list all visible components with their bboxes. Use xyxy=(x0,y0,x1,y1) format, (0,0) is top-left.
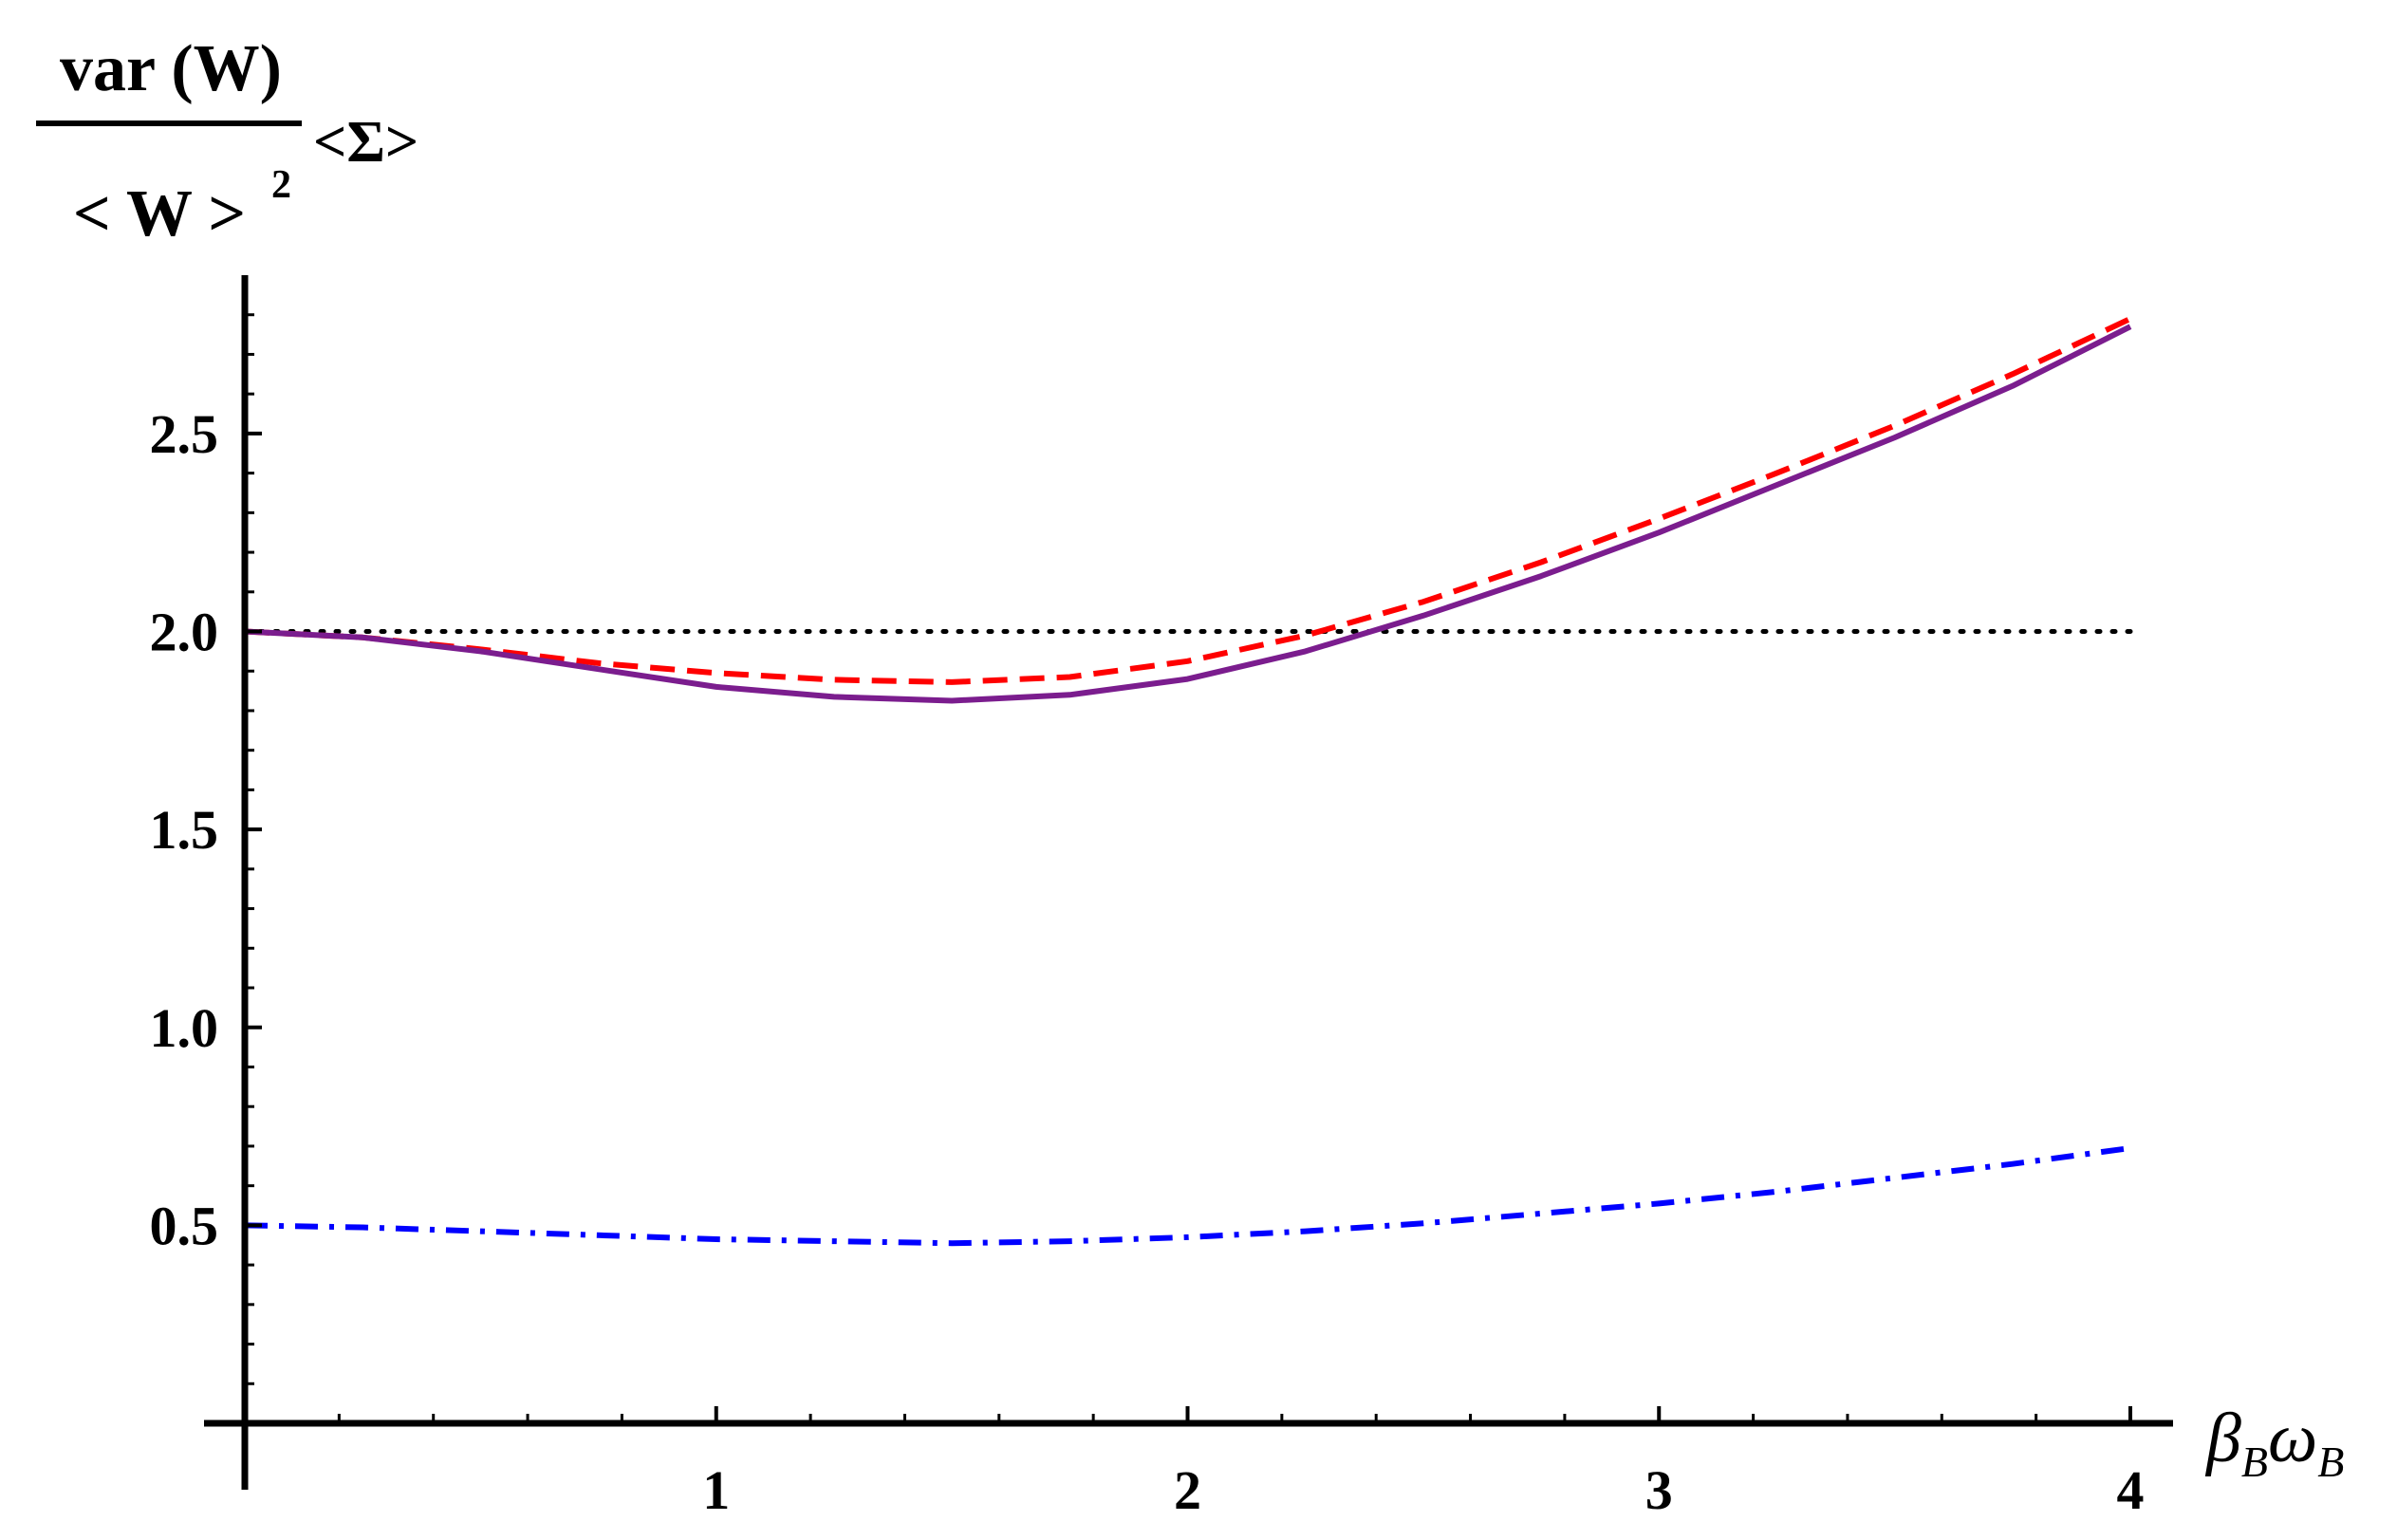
series-line-dashed xyxy=(244,316,2132,685)
x-tick-label: 4 xyxy=(2117,1459,2145,1521)
x-tick-label: 1 xyxy=(702,1459,730,1521)
x-axis-title: βBωB xyxy=(2204,1400,2344,1486)
y-title-suffix: <Σ> xyxy=(313,110,418,175)
y-title-numerator: var (W) xyxy=(60,32,282,105)
series-line-solid xyxy=(244,324,2132,704)
x-tick-label: 3 xyxy=(1645,1459,1673,1521)
x-title-omega: ω xyxy=(2268,1400,2317,1477)
y-tick-label: 1.0 xyxy=(150,997,219,1059)
y-tick-label: 2.5 xyxy=(150,403,219,465)
series-layer xyxy=(242,316,2133,1247)
y-tick-label: 2.0 xyxy=(150,602,219,663)
y-tick-label: 0.5 xyxy=(150,1195,219,1256)
y-tick-label: 1.5 xyxy=(150,799,219,861)
x-title-sub-b2: B xyxy=(2317,1438,2344,1486)
y-title-denominator: < W > xyxy=(73,177,246,250)
x-tick-label: 2 xyxy=(1174,1459,1201,1521)
series-line-dash-dot xyxy=(244,1145,2131,1247)
y-axis-title: var (W) < W > 2 <Σ> xyxy=(36,32,418,250)
y-title-exponent: 2 xyxy=(271,163,291,207)
axes-layer: 0.5 1.0 1.5 2.0 2.5 1 2 3 4 xyxy=(150,275,2173,1521)
x-title-sub-b1: B xyxy=(2241,1438,2268,1486)
x-title-text: βBωB xyxy=(2204,1400,2344,1486)
x-title-beta: β xyxy=(2204,1400,2241,1477)
